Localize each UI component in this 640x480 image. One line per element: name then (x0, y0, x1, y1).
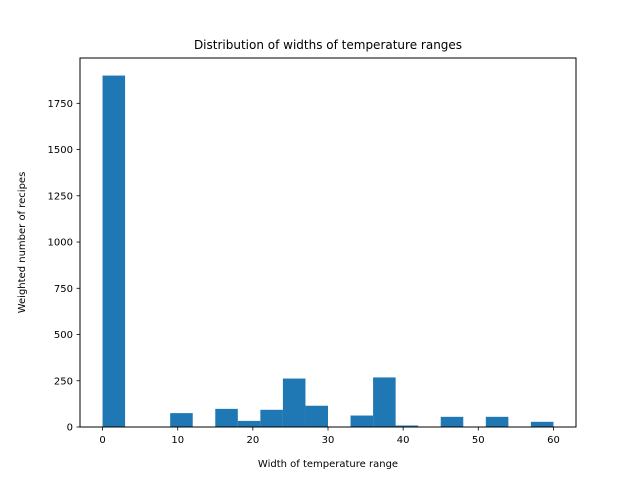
x-tick-label: 20 (246, 435, 259, 446)
y-tick-label: 1250 (48, 191, 73, 202)
chart-title: Distribution of widths of temperature ra… (194, 38, 462, 52)
plot-frame (79, 57, 577, 428)
histogram-bar (237, 420, 261, 427)
y-tick-label: 0 (67, 423, 73, 434)
x-tick-label: 60 (547, 435, 560, 446)
y-tick-label: 750 (54, 284, 73, 295)
x-tick-label: 50 (472, 435, 485, 446)
x-tick-label: 40 (397, 435, 410, 446)
x-tick-label: 10 (171, 435, 184, 446)
x-axis-label: Width of temperature range (258, 459, 398, 470)
histogram-bar (282, 378, 306, 427)
histogram-bar (440, 416, 464, 427)
y-tick-label: 500 (54, 330, 73, 341)
x-tick-label: 0 (99, 435, 105, 446)
histogram-bar (373, 377, 396, 427)
histogram-bar (102, 75, 126, 428)
histogram-bar (260, 409, 283, 427)
histogram-bar (485, 416, 509, 427)
y-tick-label: 1750 (48, 99, 73, 110)
histogram-bar (215, 408, 238, 427)
y-tick-label: 1500 (48, 145, 73, 156)
bars-group (102, 75, 554, 428)
histogram-bar (305, 405, 328, 427)
y-axis-ticks: 0 250 500 750 1000 1250 1500 1750 (48, 99, 80, 434)
x-axis-ticks: 0 10 20 30 40 50 60 (99, 427, 560, 446)
histogram-bar (170, 413, 193, 427)
histogram-bar (350, 415, 374, 427)
histogram-bar (530, 421, 554, 427)
y-tick-label: 250 (54, 376, 73, 387)
histogram-bar (395, 425, 419, 427)
y-axis-label: Weighted number of recipes (17, 172, 28, 314)
x-tick-label: 30 (322, 435, 335, 446)
y-tick-label: 1000 (48, 238, 73, 249)
